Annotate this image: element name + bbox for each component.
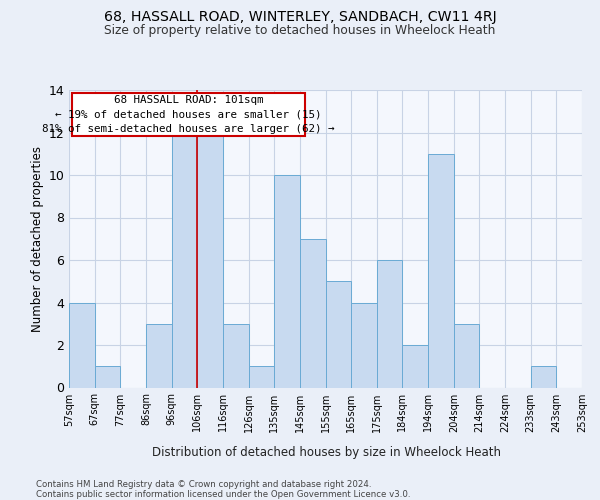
Bar: [223, 324, 248, 388]
Bar: [428, 154, 454, 388]
Bar: [146, 324, 172, 388]
Text: Distribution of detached houses by size in Wheelock Heath: Distribution of detached houses by size …: [152, 446, 502, 459]
Bar: [403, 345, 428, 388]
Y-axis label: Number of detached properties: Number of detached properties: [31, 146, 44, 332]
Text: 68, HASSALL ROAD, WINTERLEY, SANDBACH, CW11 4RJ: 68, HASSALL ROAD, WINTERLEY, SANDBACH, C…: [104, 10, 496, 24]
Bar: [197, 132, 223, 388]
Bar: [274, 175, 300, 388]
Bar: [351, 302, 377, 388]
Bar: [454, 324, 479, 388]
Bar: [531, 366, 556, 388]
Text: 68 HASSALL ROAD: 101sqm
← 19% of detached houses are smaller (15)
81% of semi-de: 68 HASSALL ROAD: 101sqm ← 19% of detache…: [42, 94, 335, 134]
Text: Contains HM Land Registry data © Crown copyright and database right 2024.
Contai: Contains HM Land Registry data © Crown c…: [36, 480, 410, 499]
Bar: [248, 366, 274, 388]
FancyBboxPatch shape: [71, 93, 305, 136]
Bar: [172, 132, 197, 388]
Text: Size of property relative to detached houses in Wheelock Heath: Size of property relative to detached ho…: [104, 24, 496, 37]
Bar: [95, 366, 121, 388]
Bar: [325, 281, 351, 388]
Bar: [69, 302, 95, 388]
Bar: [377, 260, 403, 388]
Bar: [300, 239, 325, 388]
